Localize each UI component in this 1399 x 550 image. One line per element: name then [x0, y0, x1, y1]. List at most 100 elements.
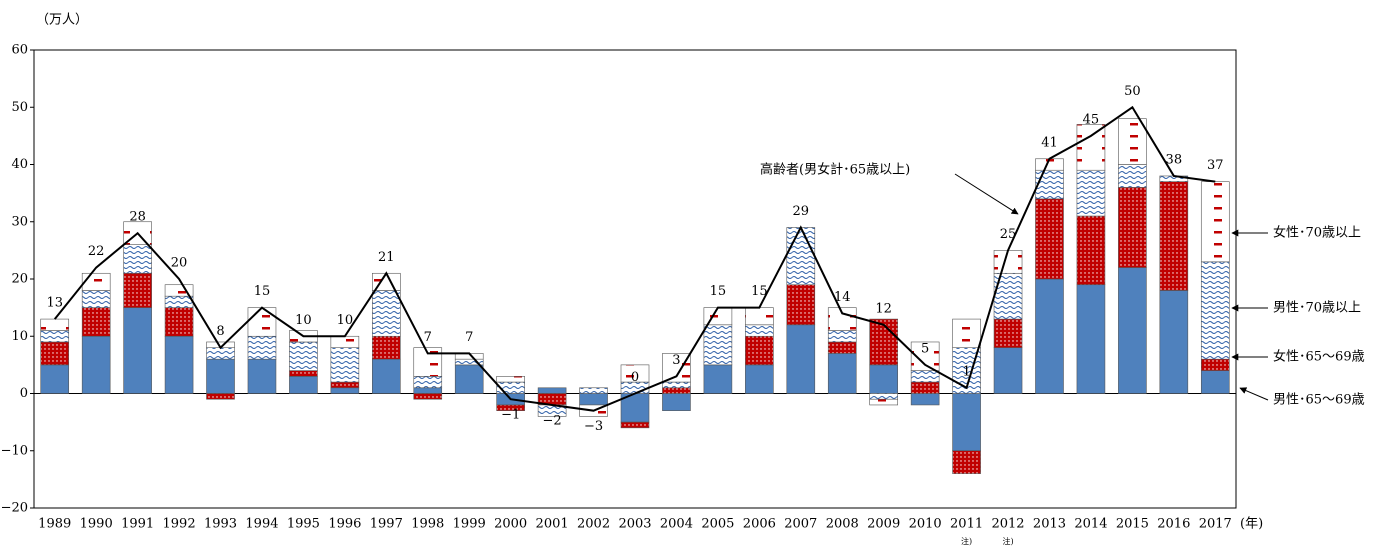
series-label: 女性･65～69歳 — [1273, 349, 1365, 365]
bar-segment — [40, 364, 70, 394]
bar-segment — [123, 244, 152, 274]
x-tick-label: 2005 — [701, 517, 734, 532]
bar-segment — [289, 376, 318, 394]
bar-segment — [579, 393, 608, 406]
bar-segment — [330, 347, 360, 383]
bar-segment — [1200, 370, 1230, 394]
bar-segment — [703, 324, 733, 366]
x-unit: (年) — [1240, 517, 1263, 532]
bar-segment — [40, 318, 70, 331]
bar-segment — [1035, 278, 1064, 394]
bar-segment — [1076, 284, 1106, 394]
series-label: 男性･65～69歳 — [1273, 393, 1365, 408]
bar-segment — [40, 330, 70, 343]
bar-segment — [247, 307, 277, 337]
y-tick-label: 10 — [11, 329, 28, 344]
bar-segment — [745, 324, 774, 337]
line-label: 14 — [834, 290, 851, 305]
series-label-arrow — [1239, 387, 1269, 401]
x-tick-label: 2013 — [1033, 517, 1066, 532]
bar-segment — [413, 376, 443, 389]
series-label: 女性･70歳以上 — [1273, 225, 1361, 241]
line-label: 20 — [171, 256, 188, 271]
y-tick-label: 0 — [20, 386, 28, 401]
line-label: −2 — [543, 413, 562, 428]
bar-segment — [703, 364, 733, 394]
bar-segment — [952, 450, 981, 474]
line-label: 15 — [710, 284, 727, 299]
line-label: 29 — [793, 204, 810, 219]
x-tick-label: 2008 — [826, 517, 859, 532]
x-tick-label: 1994 — [245, 517, 278, 532]
bar-segment — [620, 364, 650, 383]
y-tick-label: 20 — [11, 272, 28, 287]
line-label: 10 — [295, 313, 312, 328]
bar-segment — [206, 358, 235, 394]
series-label: 男性･70歳以上 — [1273, 301, 1361, 316]
line-label: 15 — [751, 284, 768, 299]
line-label: 22 — [88, 244, 105, 259]
bar-segment — [1076, 124, 1106, 171]
x-tick-label: 1995 — [287, 517, 320, 532]
bar-segment — [164, 295, 194, 308]
bar-segment — [330, 335, 360, 348]
bar-segment — [247, 335, 277, 360]
bar-segment — [81, 335, 111, 394]
bar-segment — [164, 307, 194, 337]
bar-segment — [289, 370, 318, 377]
x-tick-label: 2012 — [991, 517, 1024, 532]
bar-segment — [454, 364, 484, 394]
y-tick-label: 40 — [11, 157, 28, 172]
x-tick-label: 1997 — [370, 517, 403, 532]
line-label: 45 — [1083, 112, 1100, 127]
bar-segment — [330, 387, 360, 394]
bar-segment — [745, 364, 774, 394]
line-label: 3 — [672, 353, 680, 368]
bar-segment — [372, 358, 401, 394]
bar-segment — [910, 370, 940, 383]
x-tick-label: 2003 — [618, 517, 651, 532]
bar-segment — [993, 318, 1023, 349]
bar-segment — [372, 290, 401, 337]
bar-segment — [496, 404, 525, 411]
x-tick-label: 2006 — [743, 517, 776, 532]
x-tick-label: 2011 — [950, 517, 983, 532]
x-tick-label: 2010 — [909, 517, 942, 532]
bar-segment — [496, 376, 525, 383]
bar-segment — [1118, 164, 1147, 188]
bar-segment — [827, 330, 857, 343]
line-label: 1 — [962, 364, 970, 379]
bar-segment — [827, 341, 857, 354]
line-label: 0 — [631, 370, 639, 385]
bar-segment — [40, 341, 70, 366]
bar-segment — [1118, 187, 1147, 268]
bar-segment — [662, 393, 691, 411]
bar-segment — [1035, 198, 1064, 280]
line-label: 28 — [129, 210, 146, 225]
x-note: 注) — [1002, 536, 1013, 546]
bar-segment — [1200, 358, 1230, 371]
line-label: −3 — [584, 419, 603, 434]
line-label: 50 — [1124, 84, 1141, 99]
bar-segment — [910, 393, 940, 406]
x-tick-label: 1998 — [411, 517, 444, 532]
line-label: 13 — [46, 296, 63, 311]
bar-segment — [164, 335, 194, 394]
bar-segment — [413, 393, 443, 400]
bar-segment — [537, 387, 567, 394]
line-label: 15 — [254, 284, 271, 299]
bar-segment — [910, 381, 940, 394]
bar-segment — [164, 284, 194, 297]
x-tick-label: 1991 — [121, 517, 154, 532]
x-tick-label: 2004 — [660, 517, 693, 532]
x-note: 注) — [961, 536, 972, 546]
x-tick-label: 1996 — [328, 517, 361, 532]
bar-segment — [786, 324, 816, 394]
y-tick-label: 60 — [11, 43, 28, 58]
bar-segment — [123, 307, 152, 394]
line-label: 38 — [1166, 152, 1183, 167]
x-tick-label: 2014 — [1074, 517, 1107, 532]
line-label: 25 — [1000, 227, 1017, 242]
bar-segment — [123, 272, 152, 308]
line-label: 21 — [378, 250, 395, 265]
